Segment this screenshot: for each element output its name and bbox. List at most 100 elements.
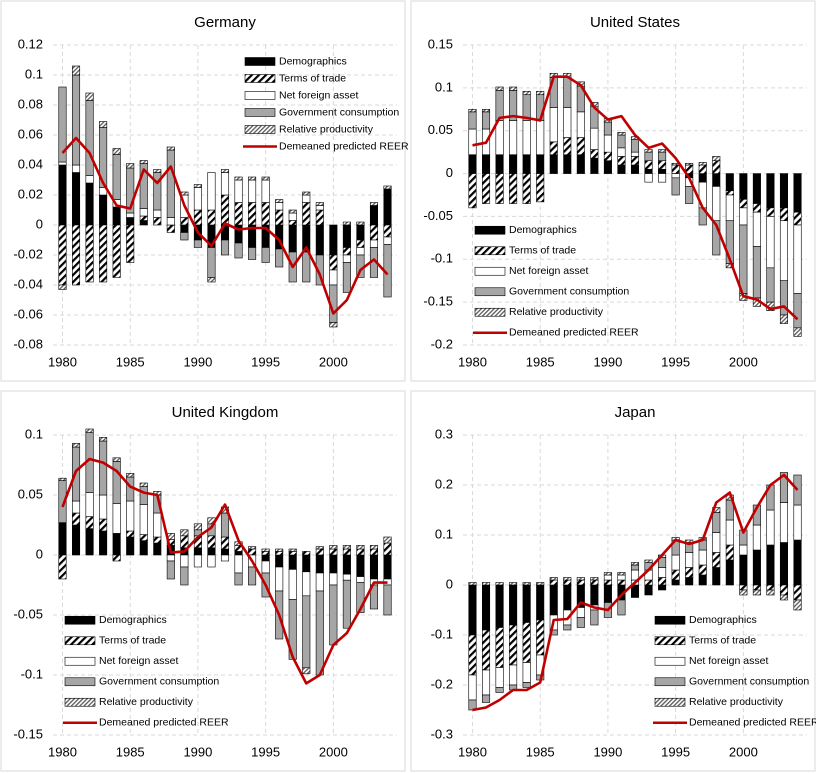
- reer-line: [472, 473, 799, 712]
- bar-segment: [383, 542, 392, 556]
- y-tick-label: 0.2: [435, 476, 453, 491]
- x-tick-label: 2000: [729, 354, 758, 369]
- legend-swatch: [654, 656, 686, 666]
- panel-frame: [0, 390, 406, 772]
- bar-segment: [275, 548, 284, 552]
- bar-segment: [752, 203, 761, 213]
- bar-segment: [85, 492, 94, 517]
- bar-segment: [685, 186, 694, 204]
- chart-panel: Germany -0.08 -0.06 -0.04 -0.02 0 0.02 0.04 0.06…: [0, 0, 409, 382]
- bar-segment: [315, 572, 324, 592]
- bar-segment: [193, 209, 202, 226]
- bar-segment: [193, 187, 202, 211]
- x-tick-label: 1985: [526, 354, 555, 369]
- bar-segment: [356, 221, 365, 226]
- bar-segment: [180, 554, 189, 568]
- bar-segment: [329, 548, 338, 556]
- bar-segment: [685, 577, 694, 586]
- bar-segment: [481, 582, 491, 586]
- bar-segment: [603, 579, 612, 586]
- bar-segment: [549, 154, 558, 174]
- bar-segment: [509, 582, 518, 586]
- legend-label: Demographics: [509, 224, 577, 236]
- bar-segment: [207, 247, 216, 278]
- bar-segment: [549, 577, 558, 581]
- bar-segment: [166, 146, 175, 151]
- bar-segment: [576, 607, 585, 618]
- bar-segment: [725, 544, 734, 561]
- legend-label: Relative productivity: [279, 123, 374, 135]
- legend: Demographics Terms of trade Net foreign as…: [653, 614, 816, 729]
- y-tick-label: 0: [446, 165, 453, 180]
- bar-segment: [779, 502, 789, 543]
- bar-segment: [329, 584, 338, 646]
- bar-segment: [275, 566, 284, 592]
- y-tick-label: -0.1: [431, 626, 453, 641]
- bar-segment: [383, 536, 392, 544]
- chart-panel: Japan -0.3 -0.2 -0.1 0 0.1 0.2 0.3 1980 1985 1990 1…: [410, 390, 816, 772]
- bar-segment: [752, 246, 761, 299]
- bar-segment: [71, 512, 81, 526]
- bar-segment: [315, 546, 324, 550]
- bar-segment: [563, 137, 572, 156]
- bar-segment: [495, 584, 504, 628]
- bar-segment: [166, 149, 175, 218]
- bar-segment: [383, 584, 392, 616]
- bar-segment: [261, 554, 270, 562]
- bar-segment: [698, 549, 707, 566]
- y-tick-label: 0.08: [18, 96, 43, 111]
- y-tick-label: 0: [36, 216, 43, 231]
- bar-segment: [85, 224, 94, 283]
- bar-segment: [85, 182, 94, 226]
- bar-segment: [658, 577, 667, 586]
- bar-segment: [261, 202, 270, 226]
- y-tick-label: 0.05: [18, 486, 43, 501]
- bar-segment: [617, 572, 626, 576]
- bar-segment: [126, 473, 135, 478]
- bar-segment: [644, 149, 653, 153]
- bar-segment: [509, 86, 518, 91]
- bar-segment: [779, 542, 789, 586]
- x-tick-label: 1995: [661, 744, 690, 759]
- bar-segment: [356, 247, 365, 256]
- bar-segment: [752, 549, 761, 586]
- bar-segment: [248, 566, 257, 586]
- legend-label: Demographics: [279, 55, 347, 67]
- bar-segment: [329, 254, 338, 271]
- bar-segment: [288, 212, 297, 221]
- bar-segment: [329, 224, 338, 256]
- bar-segment: [766, 207, 775, 217]
- bar-segment: [563, 579, 572, 586]
- bar-segment: [468, 108, 477, 113]
- reer-line: [472, 75, 799, 321]
- bar-segment: [481, 584, 491, 631]
- bar-segment: [369, 554, 379, 580]
- bar-segment: [356, 239, 365, 248]
- bar-segment: [739, 554, 748, 586]
- bar-segment: [468, 582, 477, 586]
- bar-segment: [220, 194, 230, 226]
- bar-segment: [302, 551, 311, 556]
- bar-segment: [658, 567, 667, 578]
- bar-segment: [793, 327, 802, 337]
- bar-segment: [99, 224, 108, 283]
- bar-segment: [522, 582, 531, 586]
- bar-segment: [739, 173, 748, 200]
- bar-segment: [234, 551, 243, 556]
- bar-segment: [153, 209, 162, 218]
- bar-segment: [180, 217, 189, 226]
- x-tick-label: 1980: [48, 744, 77, 759]
- bar-segment: [369, 202, 379, 206]
- bar-segment: [234, 179, 243, 203]
- bar-segment: [509, 154, 518, 174]
- bar-segment: [99, 440, 108, 496]
- bar-segment: [658, 584, 667, 591]
- legend-swatch: [244, 125, 276, 134]
- legend-label: Government consumption: [99, 676, 219, 688]
- bar-segment: [563, 624, 572, 631]
- y-tick-label: 0.12: [18, 36, 43, 51]
- legend-label: Net foreign asset: [689, 655, 768, 667]
- bar-segment: [481, 173, 491, 204]
- legend-label: Terms of trade: [99, 635, 166, 647]
